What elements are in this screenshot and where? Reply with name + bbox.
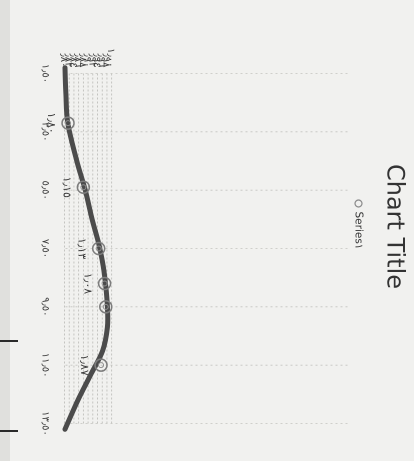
data-label: ١٫٠٨	[82, 273, 95, 294]
y-tick-label: ٫٩٤	[91, 54, 102, 68]
y-tick-label: ٫٨٨	[77, 54, 88, 69]
data-point	[99, 300, 113, 314]
data-point	[61, 116, 75, 130]
data-point	[94, 358, 108, 372]
data-point-inner	[102, 303, 109, 310]
x-tick-label: ٥٫٥٠	[40, 180, 51, 199]
x-tick-label: ١٫٥٠	[40, 64, 51, 83]
data-label: ١٫١٣	[76, 238, 89, 259]
page-edge-mark-bottom	[0, 430, 18, 432]
y-tick-label: ١٫٠٠	[105, 48, 116, 67]
data-point	[76, 180, 91, 194]
x-axis-ticks: ١٫٥٠ ٣٫٥٠ ٥٫٥٠ ٧٫٥٠ ٩٫٥٠ ١١٫٥٠ ١٣٫٥٠	[40, 64, 51, 436]
y-axis-ticks: ٫٨٠٫٨٢٫٨٤٫٨٦٫٨٨٫٩٠٫٩٢٫٩٤٫٩٦٫٩٨١٫٠٠	[58, 48, 116, 68]
y-tick-label: ٫٩٠	[82, 54, 93, 68]
data-label: ١٫١٥	[60, 177, 73, 198]
legend-marker	[354, 199, 363, 208]
x-tick-label: ١٣٫٥٠	[40, 411, 51, 436]
data-label: ١٫٨٧	[78, 355, 91, 376]
y-tick-label: ٫٨٤	[67, 54, 78, 68]
x-tick-label: ١١٫٥٠	[40, 353, 51, 378]
chart-rotated-group: ٫٨٠٫٨٢٫٨٤٫٨٦٫٨٨٫٩٠٫٩٢٫٩٤٫٩٦٫٩٨١٫٠٠ ١٫٥٠ ٣…	[40, 48, 410, 436]
data-point-inner	[80, 184, 87, 191]
legend-label: Series١	[353, 212, 365, 250]
y-tick-label: ٫٨٠	[58, 54, 69, 68]
series-points	[61, 116, 113, 372]
data-point-inner	[101, 280, 108, 287]
data-labels: ١٫٨٠ ١٫١٥ ١٫١٣ ١٫٠٨ ١٫٨٧	[45, 112, 95, 375]
y-tick-label: ٫٩٢	[86, 54, 97, 68]
page-left-strip	[0, 0, 10, 461]
x-tick-label: ٧٫٥٠	[40, 239, 51, 258]
y-tick-label: ٫٨٦	[72, 54, 83, 68]
legend: Series١	[353, 199, 365, 250]
data-point-inner	[98, 362, 105, 369]
y-tick-label: ٫٩٨	[100, 54, 111, 69]
chart-title: Chart Title	[382, 164, 410, 289]
data-point-inner	[65, 120, 72, 127]
data-point	[91, 241, 106, 256]
data-point-inner	[95, 245, 102, 252]
data-point	[97, 276, 112, 291]
y-tick-label: ٫٨٢	[63, 54, 74, 68]
plot-group: ٫٨٠٫٨٢٫٨٤٫٨٦٫٨٨٫٩٠٫٩٢٫٩٤٫٩٦٫٩٨١٫٠٠ ١٫٥٠ ٣…	[40, 48, 348, 436]
x-tick-label: ٣٫٥٠	[40, 122, 51, 141]
page-edge-mark-top	[0, 340, 18, 342]
x-tick-label: ٩٫٥٠	[40, 297, 51, 316]
chart-grid	[64, 73, 348, 424]
y-tick-label: ٫٩٦	[96, 54, 107, 68]
data-label: ١٫٨٠	[45, 112, 58, 133]
